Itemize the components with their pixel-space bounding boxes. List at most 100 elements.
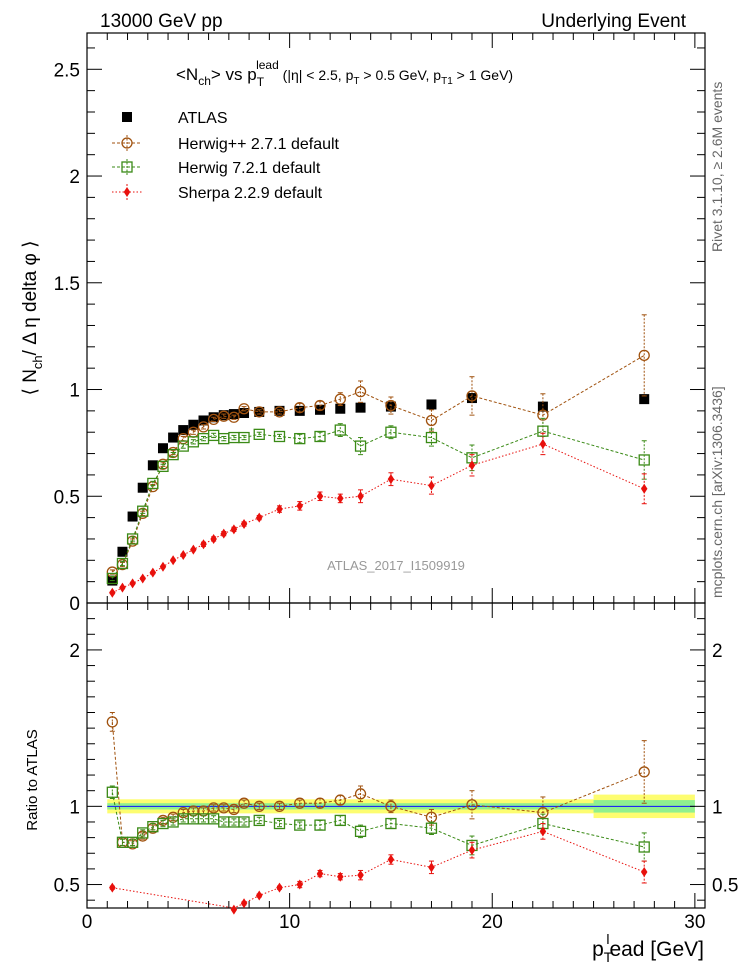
data-point — [276, 504, 283, 515]
data-point — [157, 460, 169, 473]
data-point — [207, 413, 220, 426]
data-point — [106, 566, 118, 578]
data-point — [198, 415, 209, 426]
data-point — [239, 408, 250, 418]
data-point — [355, 402, 366, 413]
data-point — [220, 528, 228, 539]
data-point — [147, 477, 159, 490]
title-part-c-sub: T — [353, 76, 359, 87]
data-point — [466, 799, 478, 811]
data-point — [426, 399, 437, 410]
data-point — [639, 394, 650, 405]
xlabel-part-b: ead [GeV] — [609, 938, 704, 961]
main-panel: 0.5 1 1.5 2 2.5 0 ATLAS_2017_I1509919 — [54, 32, 706, 615]
ratio-ticks: 0 10 20 30 0.5 0.5 1 1 2 2 — [54, 603, 738, 933]
data-point — [167, 448, 179, 461]
data-point — [253, 800, 265, 812]
data-point — [354, 788, 367, 800]
data-point — [238, 816, 250, 828]
y-tick-label: 1 — [69, 381, 80, 402]
data-point — [197, 432, 210, 445]
series-line — [111, 721, 645, 845]
data-point — [296, 879, 304, 890]
data-point — [178, 425, 189, 436]
ratio-y-tick-label-right: 1 — [712, 797, 723, 818]
legend-marker — [123, 187, 131, 197]
x-tick-label: 30 — [684, 912, 705, 933]
data-point — [334, 424, 346, 436]
title-part-b-sup: lead — [256, 58, 279, 72]
legend-label: Sherpa 2.2.9 default — [178, 185, 323, 202]
y-zero-label: 0 — [69, 594, 80, 615]
series — [106, 417, 650, 585]
main-series — [106, 314, 650, 598]
ratio-y-tick-label-right: 2 — [712, 641, 723, 662]
title-part-d-sub: T1 — [441, 76, 453, 87]
xlabel-part-a-sup: l — [606, 931, 609, 947]
data-point — [468, 845, 476, 856]
y-tick-label: 1.5 — [54, 274, 80, 295]
data-point — [294, 402, 306, 414]
xlabel-part-a: p — [592, 938, 604, 961]
data-point — [337, 493, 344, 504]
legend-label: Herwig 7.2.1 default — [178, 160, 321, 177]
data-point — [385, 401, 396, 412]
data-point — [179, 549, 187, 560]
data-point — [425, 414, 438, 427]
data-point — [169, 555, 177, 566]
data-point — [385, 399, 397, 412]
data-point — [139, 573, 146, 584]
data-point — [294, 819, 306, 831]
data-point — [168, 432, 179, 443]
series — [107, 393, 650, 586]
data-point — [537, 806, 549, 819]
ratio-y-tick-label-right: 0.5 — [712, 876, 738, 897]
data-point — [638, 766, 650, 778]
data-point — [207, 429, 220, 442]
legend-marker — [122, 112, 132, 122]
data-point — [238, 431, 250, 444]
ratio-y-tick-label: 0.5 — [54, 876, 80, 897]
data-point — [106, 572, 118, 585]
data-point — [425, 431, 438, 444]
x-tick-label: 10 — [279, 912, 300, 933]
data-point — [314, 399, 326, 412]
data-point — [129, 578, 136, 589]
data-point — [200, 539, 207, 550]
data-point — [106, 786, 118, 798]
series-line — [112, 354, 645, 573]
data-point — [159, 561, 167, 572]
title-part-d: > 0.5 GeV, p — [359, 67, 441, 83]
legend: ATLAS Herwig++ 2.7.1 default Herwig 7.2.1 … — [112, 110, 340, 202]
data-point — [273, 817, 286, 830]
data-point — [273, 406, 286, 418]
header-right: Underlying Event — [541, 11, 686, 32]
data-point — [638, 454, 650, 466]
data-point — [296, 500, 304, 511]
data-point — [314, 797, 326, 809]
y-tick-label: 2.5 — [54, 60, 80, 81]
data-point — [137, 505, 149, 517]
data-point — [385, 817, 397, 830]
legend-marker — [121, 161, 133, 173]
data-point — [273, 800, 286, 812]
data-point — [190, 544, 197, 555]
data-point — [468, 460, 476, 471]
series-line — [112, 830, 645, 909]
series — [106, 711, 650, 850]
data-point — [357, 491, 364, 502]
xlabel-part-a-sub: T — [604, 949, 613, 965]
data-point — [640, 867, 648, 878]
series — [106, 314, 650, 578]
data-point — [254, 406, 265, 417]
data-point — [253, 428, 265, 440]
data-point — [276, 882, 283, 893]
data-point — [335, 403, 346, 414]
ratio-y-tick-label: 1 — [69, 797, 80, 818]
legend-label: Herwig++ 2.7.1 default — [178, 136, 340, 153]
data-point — [387, 474, 395, 485]
data-point — [109, 587, 116, 598]
title-part-a: <N — [176, 65, 198, 84]
title-part-a-sub: ch — [198, 74, 211, 88]
ratio-ylabel: Ratio to ATLAS — [24, 729, 41, 830]
